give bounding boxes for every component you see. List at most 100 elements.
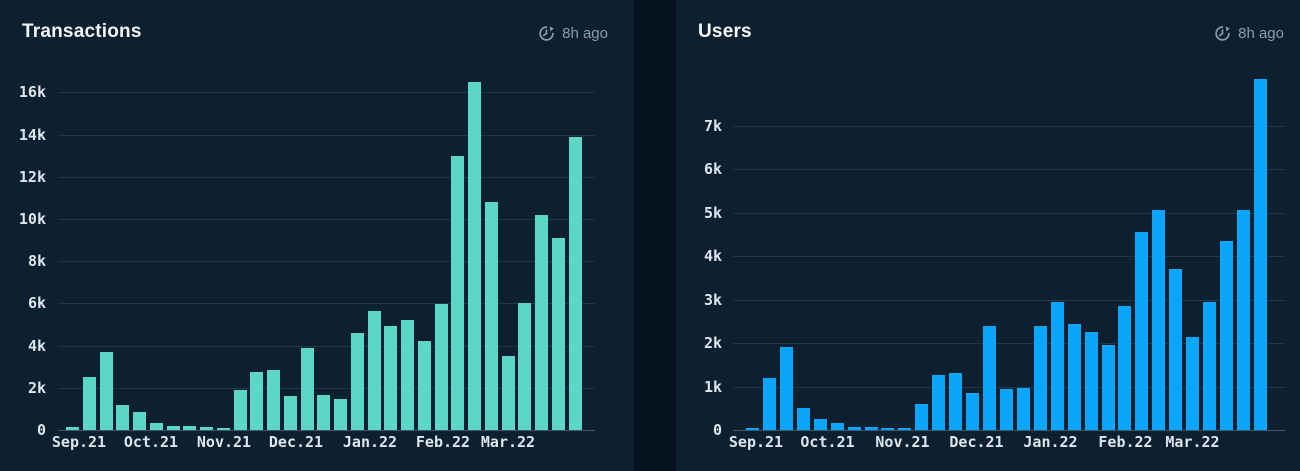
x-axis-tick-label: Mar.22 — [480, 433, 536, 451]
gridline — [733, 169, 1285, 170]
x-axis-tick-label: Nov.21 — [875, 433, 930, 451]
y-axis-tick-label: 6k — [703, 160, 722, 178]
gridline — [58, 176, 595, 178]
bar — [267, 369, 280, 430]
x-axis-tick-label: Oct.21 — [800, 433, 855, 451]
bar — [434, 304, 448, 430]
bar — [1016, 387, 1030, 430]
bar — [300, 347, 314, 430]
bar — [233, 389, 247, 430]
y-axis-tick-label: 2k — [27, 378, 46, 397]
y-axis-tick-label: 0 — [36, 421, 46, 439]
last-updated-transactions: 8h ago — [538, 25, 608, 42]
x-axis-tick-label: Oct.21 — [123, 433, 179, 451]
card-title-users: Users — [698, 21, 752, 42]
bar — [915, 403, 929, 430]
gridline — [58, 303, 595, 305]
card-title-transactions: Transactions — [22, 21, 142, 42]
bar — [551, 238, 565, 430]
bar — [183, 426, 197, 430]
bar — [746, 428, 759, 430]
x-axis-line — [58, 430, 595, 431]
bar — [334, 399, 347, 430]
bar — [66, 426, 79, 430]
bar — [1236, 210, 1250, 430]
gridline — [58, 345, 595, 347]
gridline — [733, 212, 1285, 214]
bar — [1118, 305, 1132, 430]
bar — [133, 412, 146, 430]
bar — [216, 428, 230, 430]
x-axis-tick-label: Sep.21 — [51, 433, 107, 451]
x-axis-tick-label: Nov.21 — [196, 433, 252, 451]
bar — [847, 427, 861, 430]
bar — [535, 214, 548, 430]
bar — [1101, 345, 1115, 430]
bar — [1067, 323, 1081, 430]
bar — [501, 356, 515, 430]
users-bar-chart: 0 1k 2k 3k 4k 5k 6k 7k Sep.21 Oct.21 Nov.21 Dec.21 J… — [676, 0, 1300, 471]
gridline — [733, 386, 1285, 388]
gridline — [58, 261, 595, 263]
gridline — [58, 92, 595, 94]
bar — [166, 426, 180, 430]
x-axis-tick-label: Dec.21 — [949, 433, 1004, 451]
bar — [384, 325, 398, 430]
bar — [367, 310, 381, 430]
y-axis-tick-label: 7k — [703, 116, 722, 135]
bar — [1253, 78, 1267, 430]
gridline — [58, 219, 595, 220]
bar — [1050, 301, 1064, 430]
x-axis-tick-label: Jan.22 — [342, 433, 398, 451]
y-axis-tick-label: 3k — [703, 290, 722, 309]
bar — [283, 396, 297, 430]
y-axis-tick-label: 10k — [18, 210, 46, 228]
y-axis-tick-label: 6k — [27, 294, 46, 313]
x-axis-tick-label: Sep.21 — [728, 433, 784, 451]
bar — [116, 404, 130, 430]
gridline — [733, 343, 1285, 344]
bar — [518, 303, 532, 430]
bar — [1203, 301, 1217, 430]
bar — [999, 388, 1013, 430]
bar — [200, 426, 213, 430]
bar — [250, 371, 264, 430]
bar — [451, 155, 465, 430]
bar — [1135, 232, 1149, 430]
bar — [401, 320, 414, 430]
bar — [983, 326, 997, 430]
y-axis-tick-label: 0 — [712, 421, 722, 439]
bar — [350, 332, 364, 430]
y-axis-tick-label: 5k — [703, 203, 722, 222]
y-axis-tick-label: 4k — [703, 247, 722, 265]
gridline — [58, 134, 595, 136]
x-axis-line — [733, 430, 1285, 431]
bar — [1220, 240, 1234, 430]
bar — [779, 347, 793, 430]
bar — [149, 422, 163, 430]
bar — [99, 351, 113, 430]
y-axis-tick-label: 14k — [18, 125, 46, 144]
bar — [1033, 325, 1047, 430]
gridline — [733, 299, 1285, 301]
bar — [1169, 269, 1183, 430]
bar — [881, 428, 895, 430]
x-axis-tick-label: Jan.22 — [1023, 433, 1078, 451]
x-axis-tick-label: Feb.22 — [415, 433, 471, 451]
y-axis-tick-label: 4k — [27, 336, 46, 355]
x-axis-tick-label: Feb.22 — [1098, 433, 1153, 451]
bar — [568, 136, 582, 430]
y-axis-tick-label: 8k — [27, 252, 46, 271]
gridline — [733, 256, 1285, 257]
bar — [813, 419, 827, 430]
bar — [949, 373, 963, 430]
bar — [932, 374, 946, 430]
bar — [1186, 337, 1200, 430]
bar — [468, 81, 481, 430]
y-axis-tick-label: 12k — [18, 167, 46, 186]
bar — [830, 423, 844, 430]
bar — [417, 341, 431, 430]
history-clock-icon — [539, 26, 554, 41]
bar — [864, 426, 878, 430]
bar — [762, 377, 776, 430]
